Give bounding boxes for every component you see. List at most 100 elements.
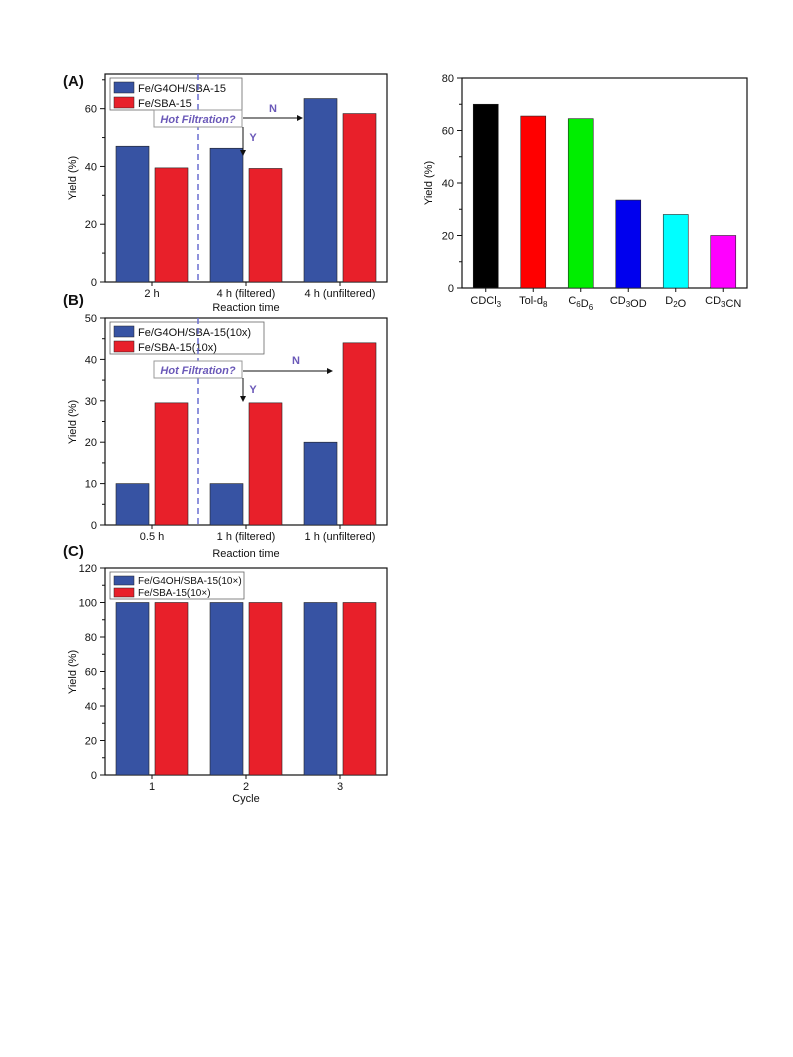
panel-b-label: (B) bbox=[63, 292, 84, 309]
panel-d-y-tick-label: 40 bbox=[442, 178, 454, 190]
panel-c-legend-swatch bbox=[113, 587, 135, 598]
panel-a-plot: 2 h 4 h (filtered) 4 h (unfiltered) 0 20 40 60… bbox=[85, 77, 377, 300]
panel-c-legend-label: Fe/G4OH/SBA-15(10×) bbox=[138, 576, 242, 587]
panel-b-x-tick-label: 1 h (filtered) bbox=[217, 531, 276, 543]
panel-b-ylabel: Yield (%) bbox=[67, 400, 79, 444]
panel-b-bar bbox=[115, 483, 150, 526]
panel-b-legend-label: Fe/G4OH/SBA-15(10x) bbox=[138, 327, 251, 339]
panel-c-bar bbox=[248, 602, 283, 776]
panel-b-y-tick-label: 10 bbox=[85, 479, 97, 491]
panel-b-hot-filtration-text: Hot Filtration? bbox=[160, 365, 235, 377]
panel-c-y-tick-label: 0 bbox=[91, 770, 97, 782]
panel-b-y-tick-label: 40 bbox=[85, 354, 97, 366]
panel-d-y-tick-label: 20 bbox=[442, 231, 454, 243]
panel-a-no-arrowhead bbox=[297, 115, 303, 121]
panel-c: (C) 1 2 3 0 20 40 60 80 100 120 Fe/G4OH/SBA-15(10×… bbox=[63, 543, 388, 805]
panel-a-bar bbox=[342, 113, 377, 283]
panel-b-plot: 0.5 h 1 h (filtered) 1 h (unfiltered) 0 10 20… bbox=[85, 313, 377, 543]
panel-c-plot: 1 2 3 0 20 40 60 80 100 120 Fe/G4OH/SBA-15(10×)Fe/… bbox=[79, 563, 377, 793]
panel-d-x-tick-label: Tol-d8 bbox=[519, 295, 548, 309]
panel-d-y-tick-label: 80 bbox=[442, 73, 454, 85]
panel-b-x-tick-label: 1 h (unfiltered) bbox=[305, 531, 376, 543]
panel-c-y-tick-label: 60 bbox=[85, 667, 97, 679]
panel-a-xlabel: Reaction time bbox=[212, 302, 279, 314]
panel-b-bar bbox=[303, 441, 338, 526]
panel-d-bar bbox=[710, 235, 737, 289]
panel-c-bar bbox=[115, 602, 150, 776]
panel-d-bar bbox=[520, 115, 547, 289]
panel-c-x-tick-label: 2 bbox=[243, 781, 249, 793]
panel-c-label: (C) bbox=[63, 543, 84, 560]
panel-b-bar bbox=[154, 402, 189, 526]
panel-b-legend-swatch bbox=[113, 340, 135, 353]
panel-a-legend-swatch bbox=[113, 81, 135, 94]
panel-b-bar bbox=[248, 402, 283, 526]
panel-c-bar bbox=[342, 602, 377, 776]
panel-a-hot-filtration-text: Hot Filtration? bbox=[160, 114, 235, 126]
panel-d-y-tick-label: 0 bbox=[448, 283, 454, 295]
panel-d-frame bbox=[461, 77, 748, 289]
panel-d-bar bbox=[615, 199, 642, 289]
panel-a-y-tick-label: 20 bbox=[85, 219, 97, 231]
panel-b-y-tick-label: 20 bbox=[85, 437, 97, 449]
panel-a: (A) 2 h 4 h (filtered) 4 h (unfiltered) 0 20… bbox=[63, 73, 388, 314]
panel-c-y-tick-label: 100 bbox=[79, 598, 97, 610]
panel-c-y-tick-label: 120 bbox=[79, 563, 97, 575]
panel-c-legend-swatch bbox=[113, 575, 135, 586]
panel-b-legend-swatch bbox=[113, 325, 135, 338]
panel-b-yes-label: Y bbox=[249, 384, 257, 396]
panel-a-x-tick-label: 4 h (filtered) bbox=[217, 288, 276, 300]
panel-a-y-tick-label: 60 bbox=[85, 104, 97, 116]
panel-a-bar bbox=[115, 145, 150, 283]
panel-d-x-tick-label: CDCl3 bbox=[470, 295, 501, 309]
panel-a-bar bbox=[303, 98, 338, 283]
panel-c-legend-label: Fe/SBA-15(10×) bbox=[138, 588, 211, 599]
panel-c-x-tick-label: 1 bbox=[149, 781, 155, 793]
panel-b-yes-arrowhead bbox=[240, 396, 246, 402]
panel-a-legend-swatch bbox=[113, 96, 135, 109]
panel-b-no-arrowhead bbox=[327, 368, 333, 374]
panel-b-x-tick-label: 0.5 h bbox=[140, 531, 164, 543]
panel-d: CDCl3 Tol-d8 C6D6 CD3OD D2O CD3CN 0 20 40 60 80 Yi… bbox=[423, 73, 748, 312]
panel-b-bar bbox=[209, 483, 244, 526]
panel-d-bar bbox=[472, 103, 499, 289]
panel-c-bar bbox=[154, 602, 189, 776]
panel-a-x-tick-label: 2 h bbox=[144, 288, 159, 300]
panel-a-y-tick-label: 0 bbox=[91, 277, 97, 289]
panel-c-y-tick-label: 40 bbox=[85, 701, 97, 713]
panel-c-ylabel: Yield (%) bbox=[67, 650, 79, 694]
panel-c-y-tick-label: 20 bbox=[85, 736, 97, 748]
panel-a-yes-arrowhead bbox=[240, 150, 246, 156]
panel-a-y-tick-label: 40 bbox=[85, 161, 97, 173]
panel-a-x-tick-label: 4 h (unfiltered) bbox=[305, 288, 376, 300]
panel-d-x-tick-label: CD3CN bbox=[705, 295, 741, 310]
panel-a-bar bbox=[248, 168, 283, 283]
panel-b-y-tick-label: 0 bbox=[91, 520, 97, 532]
panel-d-bar bbox=[567, 118, 594, 289]
panel-a-bar bbox=[154, 167, 189, 283]
panel-a-legend-label: Fe/SBA-15 bbox=[138, 98, 192, 110]
panel-d-plot: CDCl3 Tol-d8 C6D6 CD3OD D2O CD3CN 0 20 40 60 80 bbox=[442, 73, 742, 312]
panel-a-no-label: N bbox=[269, 103, 277, 115]
panel-b-no-label: N bbox=[292, 355, 300, 367]
panel-b-y-tick-label: 50 bbox=[85, 313, 97, 325]
panel-a-label: (A) bbox=[63, 73, 84, 90]
panel-b-xlabel: Reaction time bbox=[212, 548, 279, 560]
panel-c-bar bbox=[209, 602, 244, 776]
panel-d-x-tick-label: C6D6 bbox=[568, 295, 593, 312]
panel-c-xlabel: Cycle bbox=[232, 793, 260, 805]
panel-b-bar bbox=[342, 342, 377, 526]
panel-d-bar bbox=[662, 214, 689, 289]
panel-b-y-tick-label: 30 bbox=[85, 396, 97, 408]
panel-c-y-tick-label: 80 bbox=[85, 632, 97, 644]
panel-d-x-tick-label: D2O bbox=[665, 295, 686, 310]
panel-b-legend-label: Fe/SBA-15(10x) bbox=[138, 342, 217, 354]
panel-b-legend bbox=[109, 321, 265, 355]
panel-a-legend-label: Fe/G4OH/SBA-15 bbox=[138, 83, 226, 95]
panel-a-hot-filtration-box bbox=[153, 109, 243, 128]
panel-d-y-tick-label: 60 bbox=[442, 126, 454, 138]
panel-d-ylabel: Yield (%) bbox=[423, 161, 435, 205]
panel-a-bar bbox=[209, 147, 244, 283]
